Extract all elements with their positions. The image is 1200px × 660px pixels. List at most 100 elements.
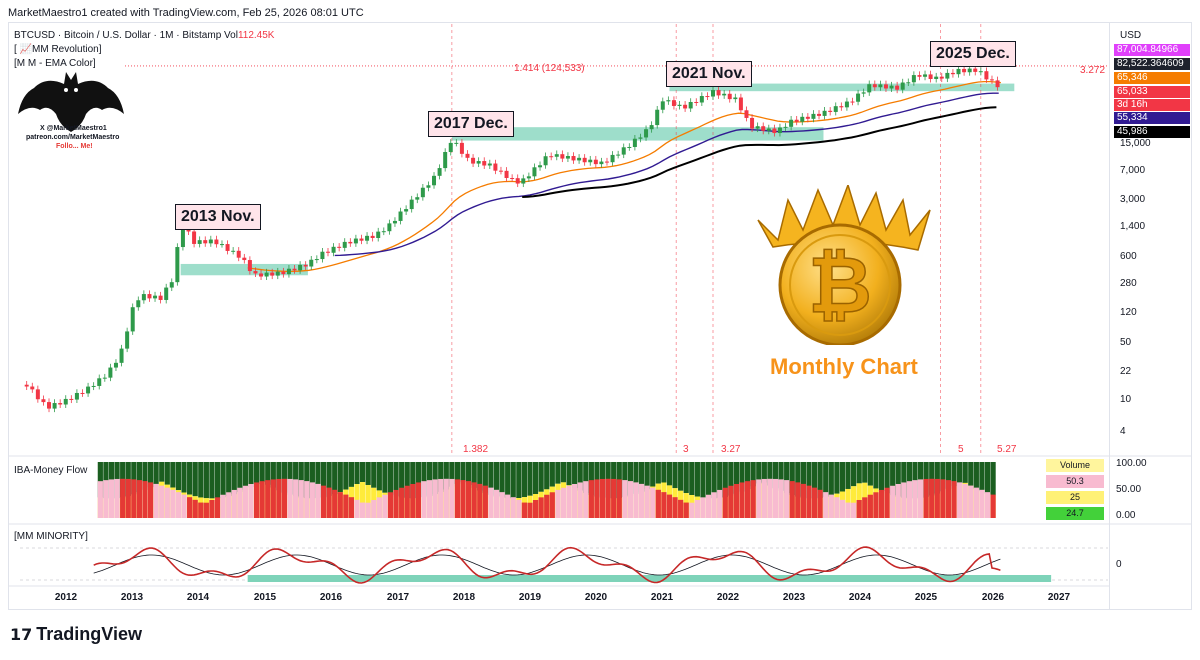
flow-bar-red — [940, 479, 946, 518]
flow-bar-red — [298, 480, 304, 518]
flow-bar-red — [164, 487, 170, 518]
flow-bar-red — [242, 485, 249, 518]
flow-bar-green — [97, 462, 103, 498]
flow-bar-red — [778, 479, 784, 518]
flow-bar-red — [153, 483, 159, 518]
flow-bar-green — [454, 462, 461, 484]
indicator-legend-revolution[interactable]: [ 📈MM Revolution] — [14, 44, 102, 55]
flow-bar-red — [293, 479, 299, 518]
flow-bar-green — [505, 462, 511, 499]
flow-bar-green — [962, 462, 968, 483]
flow-bar-red — [705, 494, 712, 518]
candle-body — [342, 241, 347, 248]
ema-orange-line — [247, 80, 1001, 273]
flow-bar-green — [560, 462, 567, 483]
minority-scale-tick: 0 — [1116, 559, 1122, 570]
candle-body — [978, 71, 983, 73]
flow-bar-red — [259, 481, 265, 518]
flow-bar-red — [549, 492, 555, 518]
candle-body — [225, 244, 230, 251]
flow-bar-green — [638, 462, 645, 492]
candle-body — [147, 294, 152, 299]
flow-bar-green — [147, 462, 154, 488]
flow-bar-green — [878, 462, 885, 492]
flow-bar-green — [566, 462, 572, 486]
flow-bar-green — [415, 462, 421, 499]
candle-body — [683, 104, 688, 109]
candle-body — [716, 90, 721, 96]
candle-body — [231, 250, 236, 252]
callout-2013: 2013 Nov. — [175, 204, 261, 230]
flow-bar-green — [756, 462, 762, 484]
y-tick: 10 — [1120, 394, 1132, 405]
flow-bar-red — [845, 502, 851, 518]
flow-bar-red — [410, 483, 416, 518]
flow-bar-red — [136, 480, 143, 518]
x-tick: 2026 — [981, 592, 1005, 603]
flow-bar-red — [226, 492, 232, 518]
flow-bar-green — [789, 462, 795, 496]
flow-bar-green — [270, 462, 276, 488]
osc-zone — [247, 575, 1052, 582]
ema-black-line — [522, 106, 997, 198]
price-tag-high: 87,004.84966 — [1114, 44, 1190, 56]
flow-bar-green — [901, 462, 907, 498]
candle-body — [515, 178, 520, 184]
flow-bar-green — [460, 462, 466, 483]
flow-bar-green — [940, 462, 946, 492]
indicator-legend-ema[interactable]: [M M - EMA Color] — [14, 58, 96, 69]
flow-bar-red — [359, 502, 366, 518]
flow-bar-red — [733, 483, 740, 518]
candle-body — [348, 241, 353, 244]
volume-scale-tick: 0.00 — [1116, 510, 1136, 521]
candle-body — [510, 177, 515, 179]
flow-bar-red — [454, 479, 461, 518]
candle-body — [711, 90, 715, 97]
flow-bar-red — [510, 497, 516, 518]
price-scale[interactable] — [1110, 22, 1192, 610]
flow-bar-green — [984, 462, 991, 494]
candle-body — [577, 157, 582, 161]
flow-bar-green — [253, 462, 260, 485]
x-tick: 2015 — [253, 592, 277, 603]
flow-bar-green — [572, 462, 578, 489]
candle-body — [655, 109, 660, 126]
volume-table-row: 24.7 — [1046, 507, 1104, 520]
volume-indicator-label[interactable]: IBA-Money Flow — [14, 465, 88, 476]
candle-body — [41, 399, 46, 403]
flow-bar-green — [990, 462, 996, 496]
flow-bar-green — [934, 462, 940, 494]
candle-body — [560, 154, 565, 159]
tradingview-brand[interactable]: 𝟭𝟳 TradingView — [10, 624, 142, 645]
ema-purple-line — [334, 92, 999, 257]
cycle-marker: 5 — [958, 444, 964, 455]
candle-body — [320, 251, 325, 260]
flow-bar-red — [605, 478, 611, 518]
currency-label[interactable]: USD — [1120, 30, 1142, 41]
candle-body — [934, 76, 939, 80]
symbol-legend[interactable]: BTCUSD · Bitcoin / U.S. Dollar · 1M · Bi… — [14, 30, 274, 41]
candle-body — [353, 238, 358, 244]
flow-bar-red — [957, 482, 963, 518]
flow-bar-red — [493, 489, 500, 518]
minority-indicator-label[interactable]: [MM MINORITY] — [14, 531, 88, 542]
flow-bar-red — [320, 485, 327, 518]
chart-pane[interactable] — [8, 22, 1110, 610]
x-tick: 2018 — [452, 592, 476, 603]
flow-bar-red — [884, 487, 890, 518]
candle-body — [677, 104, 682, 106]
flow-bar-green — [404, 462, 410, 499]
flow-bar-red — [482, 485, 488, 518]
candle-body — [292, 268, 297, 271]
candle-body — [448, 142, 453, 152]
flow-bar-green — [622, 462, 628, 498]
flow-bar-red — [929, 478, 935, 518]
candle-body — [833, 106, 838, 112]
flow-bar-red — [253, 482, 260, 518]
candle-body — [521, 178, 526, 184]
flow-bar-green — [320, 462, 327, 498]
candle-body — [671, 100, 676, 106]
flow-bar-red — [678, 499, 684, 518]
flow-bar-red — [175, 492, 182, 518]
